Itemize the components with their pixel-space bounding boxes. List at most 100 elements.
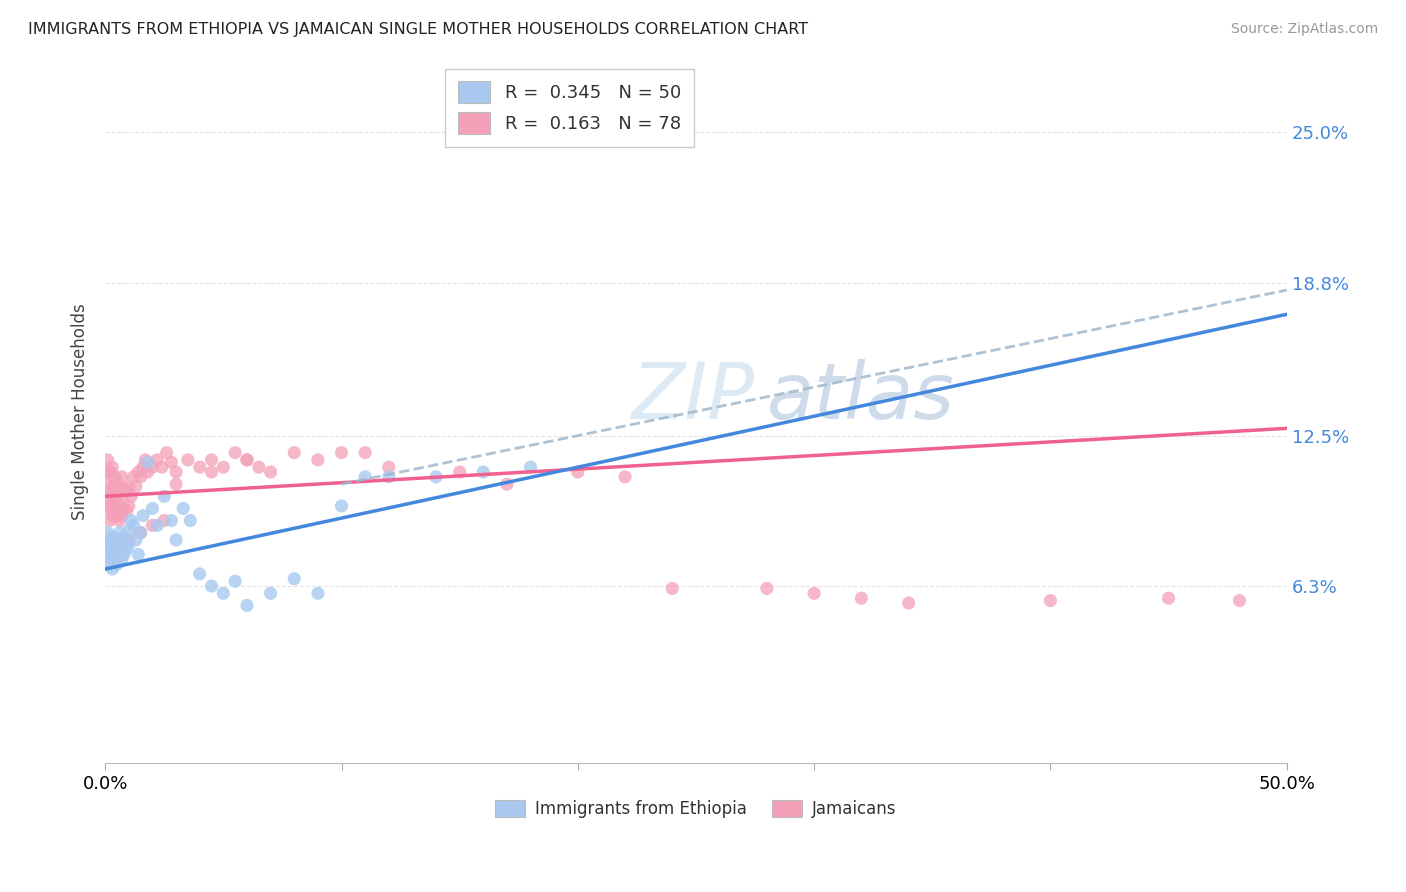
Point	[98, 558, 121, 572]
Point	[177, 453, 200, 467]
Point	[98, 542, 121, 557]
Point	[98, 533, 121, 547]
Point	[160, 455, 183, 469]
Point	[129, 525, 152, 540]
Point	[105, 558, 128, 572]
Point	[105, 538, 128, 552]
Point	[118, 538, 141, 552]
Point	[97, 465, 120, 479]
Point	[125, 533, 148, 547]
Point	[118, 523, 141, 537]
Point	[108, 499, 131, 513]
Point	[112, 531, 135, 545]
Point	[129, 470, 152, 484]
Point	[153, 489, 176, 503]
Text: atlas: atlas	[766, 359, 955, 435]
Point	[120, 489, 142, 503]
Point	[98, 465, 121, 479]
Point	[354, 470, 377, 484]
Point	[146, 453, 169, 467]
Point	[111, 508, 134, 523]
Point	[115, 504, 138, 518]
Point	[118, 499, 141, 513]
Point	[136, 455, 159, 469]
Point	[165, 477, 187, 491]
Point	[112, 501, 135, 516]
Point	[146, 518, 169, 533]
Point	[851, 591, 873, 606]
Text: Source: ZipAtlas.com: Source: ZipAtlas.com	[1230, 22, 1378, 37]
Point	[134, 453, 156, 467]
Point	[101, 548, 124, 562]
Point	[283, 445, 305, 459]
Point	[236, 453, 259, 467]
Point	[1039, 593, 1062, 607]
Point	[567, 465, 589, 479]
Point	[127, 465, 149, 479]
Point	[330, 499, 353, 513]
Point	[661, 582, 683, 596]
Point	[118, 479, 141, 493]
Point	[165, 465, 187, 479]
Point	[104, 504, 127, 518]
Point	[132, 460, 155, 475]
Point	[111, 489, 134, 503]
Point	[283, 572, 305, 586]
Point	[111, 470, 134, 484]
Point	[101, 508, 124, 523]
Point	[115, 542, 138, 557]
Point	[105, 475, 128, 489]
Point	[224, 445, 246, 459]
Point	[101, 460, 124, 475]
Point	[141, 518, 163, 533]
Point	[98, 499, 121, 513]
Point	[122, 518, 145, 533]
Point	[236, 599, 259, 613]
Point	[122, 470, 145, 484]
Point	[104, 470, 127, 484]
Point	[165, 533, 187, 547]
Point	[129, 525, 152, 540]
Point	[141, 501, 163, 516]
Point	[330, 445, 353, 459]
Point	[160, 514, 183, 528]
Text: IMMIGRANTS FROM ETHIOPIA VS JAMAICAN SINGLE MOTHER HOUSEHOLDS CORRELATION CHART: IMMIGRANTS FROM ETHIOPIA VS JAMAICAN SIN…	[28, 22, 808, 37]
Point	[97, 538, 120, 552]
Point	[179, 514, 201, 528]
Point	[98, 484, 121, 499]
Point	[212, 586, 235, 600]
Point	[212, 460, 235, 475]
Point	[1229, 593, 1251, 607]
Point	[150, 460, 173, 475]
Point	[156, 445, 179, 459]
Point	[111, 552, 134, 566]
Point	[755, 582, 778, 596]
Point	[153, 514, 176, 528]
Point	[108, 479, 131, 493]
Point	[449, 465, 471, 479]
Point	[236, 453, 259, 467]
Point	[101, 531, 124, 545]
Point	[105, 533, 128, 547]
Point	[120, 514, 142, 528]
Point	[125, 479, 148, 493]
Point	[97, 453, 120, 467]
Point	[108, 514, 131, 528]
Point	[97, 489, 120, 503]
Point	[98, 514, 121, 528]
Point	[101, 494, 124, 508]
Point	[307, 586, 329, 600]
Point	[354, 445, 377, 459]
Point	[247, 460, 270, 475]
Point	[101, 479, 124, 493]
Point	[104, 489, 127, 503]
Point	[112, 548, 135, 562]
Point	[200, 465, 222, 479]
Point	[108, 548, 131, 562]
Legend: Immigrants from Ethiopia, Jamaicans: Immigrants from Ethiopia, Jamaicans	[489, 794, 903, 825]
Point	[104, 552, 127, 566]
Point	[108, 525, 131, 540]
Point	[127, 548, 149, 562]
Point	[472, 465, 495, 479]
Point	[224, 574, 246, 589]
